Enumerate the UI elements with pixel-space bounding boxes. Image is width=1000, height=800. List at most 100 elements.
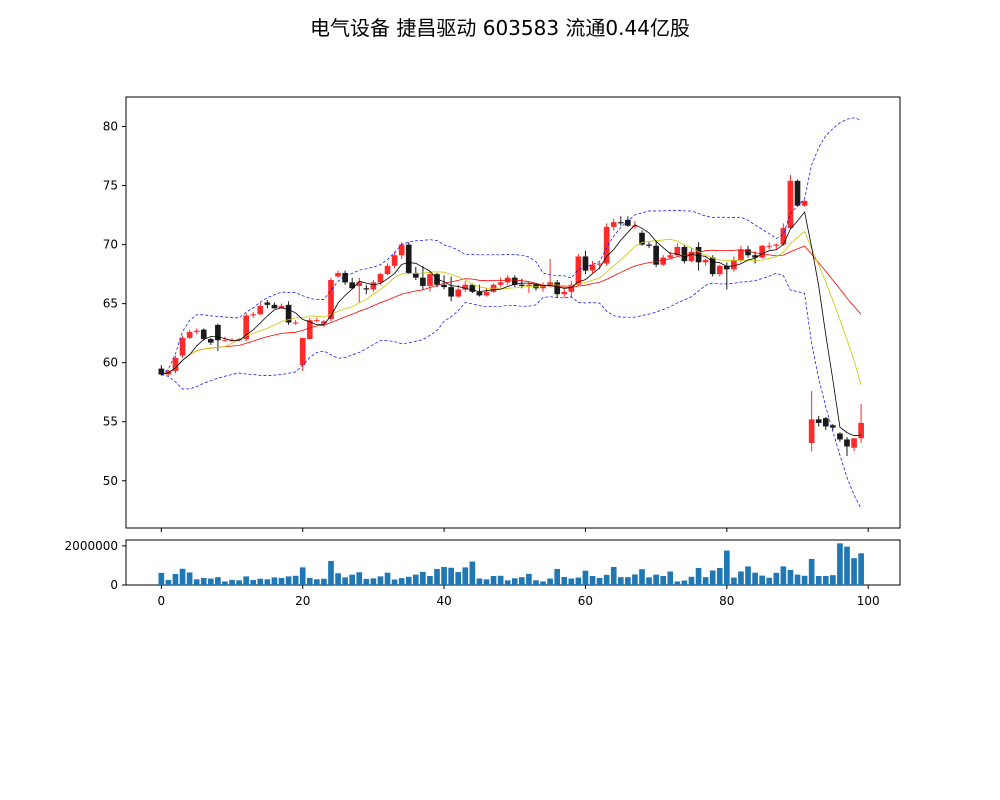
volume-bar: [858, 553, 864, 585]
candle-body: [681, 246, 688, 262]
volume-bar: [299, 567, 306, 585]
candle-body: [660, 257, 667, 265]
volume-bar: [398, 578, 405, 585]
candle-body: [695, 246, 702, 263]
candle-body: [363, 288, 370, 290]
candle-body: [278, 306, 285, 309]
candle-body: [257, 306, 264, 315]
volume-bar: [250, 579, 257, 585]
candle-body: [335, 272, 341, 277]
volume-bar: [200, 577, 207, 585]
volume-bar: [497, 575, 504, 585]
volume-bar: [292, 575, 299, 585]
volume-bar: [773, 572, 780, 585]
volume-bar: [321, 578, 327, 585]
candle-body: [412, 272, 419, 278]
candle-body: [844, 439, 850, 447]
candle-body: [723, 265, 730, 270]
volume-bar: [674, 581, 681, 585]
volume-bar: [688, 576, 695, 585]
candle-body: [653, 245, 659, 265]
volume-xtick-label: 20: [295, 594, 310, 608]
volume-bar: [412, 574, 419, 585]
candle-body: [780, 228, 787, 245]
candle-body: [688, 251, 695, 262]
volume-bar: [752, 572, 758, 585]
candle-body: [589, 264, 596, 271]
volume-bar: [193, 579, 200, 585]
candle-body: [469, 284, 476, 292]
volume-bar: [596, 577, 603, 585]
volume-bar: [554, 568, 561, 585]
candle-body: [519, 284, 525, 286]
chart-title: 电气设备 捷昌驱动 603583 流通0.44亿股: [310, 16, 690, 40]
candle-body: [511, 277, 518, 285]
candle-body: [561, 291, 568, 295]
candle-body: [787, 180, 794, 229]
boll-lower-line: [161, 272, 862, 509]
volume-bar: [632, 574, 638, 585]
volume-bar: [851, 558, 857, 585]
volume-bar: [434, 568, 440, 585]
volume-bar: [844, 546, 850, 585]
volume-bar: [158, 572, 165, 585]
ma-mid-line: [161, 230, 862, 386]
volume-bar: [787, 569, 794, 585]
volume-bar: [207, 578, 214, 585]
candle-body: [243, 315, 249, 340]
volume-bar: [356, 572, 363, 585]
volume-bar: [617, 577, 624, 585]
volume-bar: [830, 575, 836, 585]
candle-body: [674, 246, 681, 256]
candle-body: [200, 329, 207, 340]
candle-body: [285, 304, 292, 323]
candle-body: [526, 284, 532, 286]
volume-bar: [441, 567, 447, 585]
candle-body: [646, 244, 652, 246]
price-panel: 50 55 60 65 70 75 80: [103, 96, 901, 532]
volume-bar: [547, 578, 553, 585]
candle-body: [731, 259, 737, 270]
volume-bar: [639, 569, 645, 585]
candle-body: [830, 425, 836, 428]
volume-bar: [222, 581, 228, 585]
volume-bar: [172, 574, 179, 585]
volume-bar: [681, 580, 688, 585]
volume-bar: [427, 576, 433, 585]
volume-xtick-label: 80: [719, 594, 734, 608]
volume-bar: [370, 578, 377, 585]
volume-bar: [589, 576, 596, 585]
volume-bar: [271, 577, 278, 585]
volume-bar: [236, 580, 242, 585]
volume-bar: [264, 579, 271, 585]
candle-body: [405, 244, 412, 273]
candle-body: [596, 263, 603, 265]
candle-body: [328, 280, 334, 319]
candle-body: [554, 282, 561, 295]
candle-body: [377, 274, 384, 283]
candle-body: [370, 282, 377, 290]
ma-long-line: [161, 245, 862, 375]
candle-body: [540, 284, 546, 289]
volume-bar: [575, 577, 582, 585]
volume-bar: [328, 560, 334, 585]
volume-bar: [667, 571, 674, 585]
volume-bar: [780, 566, 787, 585]
candle-body: [483, 291, 490, 296]
volume-bar: [709, 570, 716, 585]
volume-bar: [504, 580, 511, 585]
volume-bar: [278, 577, 285, 585]
price-ytick-label: 60: [103, 356, 118, 370]
candle-body: [172, 357, 179, 371]
volume-bar: [603, 574, 610, 585]
candle-body: [568, 284, 575, 292]
candle-body: [441, 284, 447, 288]
candle-body: [476, 291, 483, 296]
boll-upper-line: [161, 117, 862, 375]
volume-bar: [815, 576, 822, 585]
candle-body: [801, 200, 808, 206]
volume-bar: [490, 576, 497, 585]
candle-body: [356, 282, 363, 286]
volume-bar: [363, 578, 370, 585]
volume-bar: [179, 568, 186, 585]
